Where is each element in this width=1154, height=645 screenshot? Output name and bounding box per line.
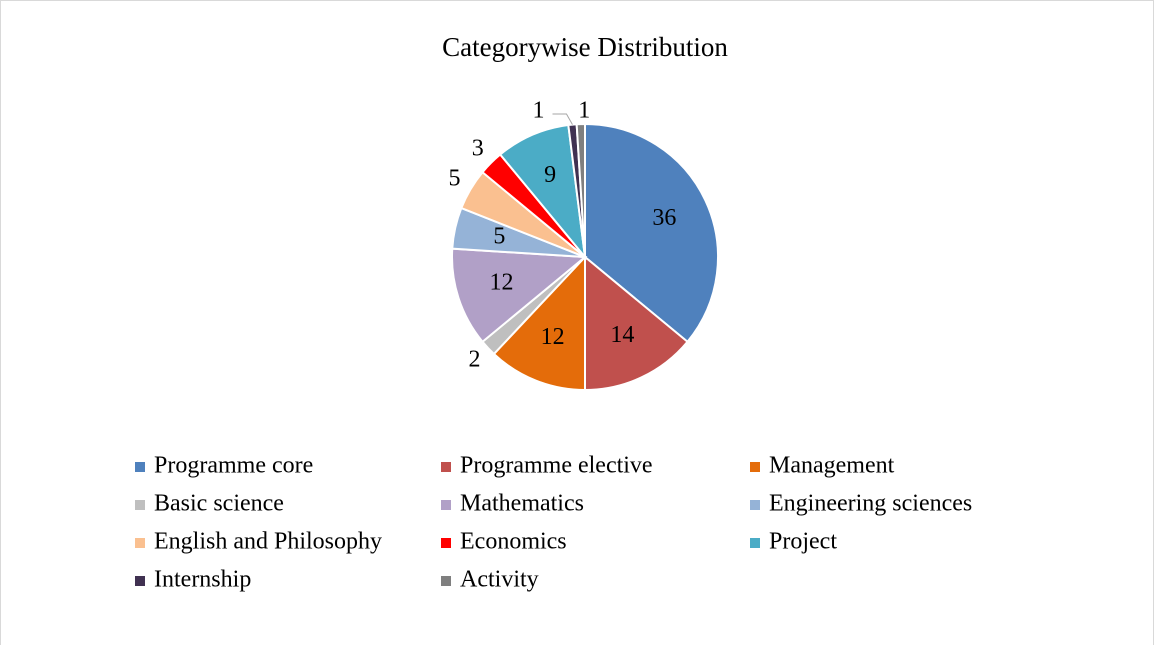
pie-slice [584,122,719,344]
legend-swatch [750,462,760,472]
data-label: 3 [472,135,484,161]
chart-title: Categorywise Distribution [442,32,728,62]
legend-label: English and Philosophy [154,529,382,555]
data-label: 2 [468,346,480,372]
data-label: 12 [541,324,565,350]
pie-slice [492,254,586,392]
data-label: 5 [493,223,505,249]
legend-label: Internship [154,567,251,593]
legend-label: Activity [460,567,539,593]
pie-slice [575,122,586,258]
legend-swatch [135,576,145,586]
legend-label: Programme elective [460,453,653,479]
data-label: 1 [578,98,590,124]
legend-swatch [441,500,451,510]
legend-label: Basic science [154,491,284,517]
legend-swatch [441,538,451,548]
legend-swatch [135,538,145,548]
leader-line [552,113,573,125]
data-label: 5 [448,165,460,191]
data-label: 36 [652,205,676,231]
legend-swatch [441,462,451,472]
legend-swatch [750,500,760,510]
legend-label: Programme core [154,453,313,479]
pie-slice [584,254,689,392]
legend-label: Mathematics [460,491,584,517]
data-label: 14 [610,322,634,348]
legend-label: Management [769,453,895,479]
legend-swatch [441,576,451,586]
legend-label: Economics [460,529,567,555]
pie-slice [451,247,588,344]
legend-swatch [135,500,145,510]
legend-label: Project [769,529,837,555]
legend-label: Engineering sciences [769,491,972,517]
legend-swatch [750,538,760,548]
data-label: 12 [490,270,514,296]
legend-swatch [135,462,145,472]
data-label: 1 [532,98,544,124]
data-label: 9 [544,162,556,188]
